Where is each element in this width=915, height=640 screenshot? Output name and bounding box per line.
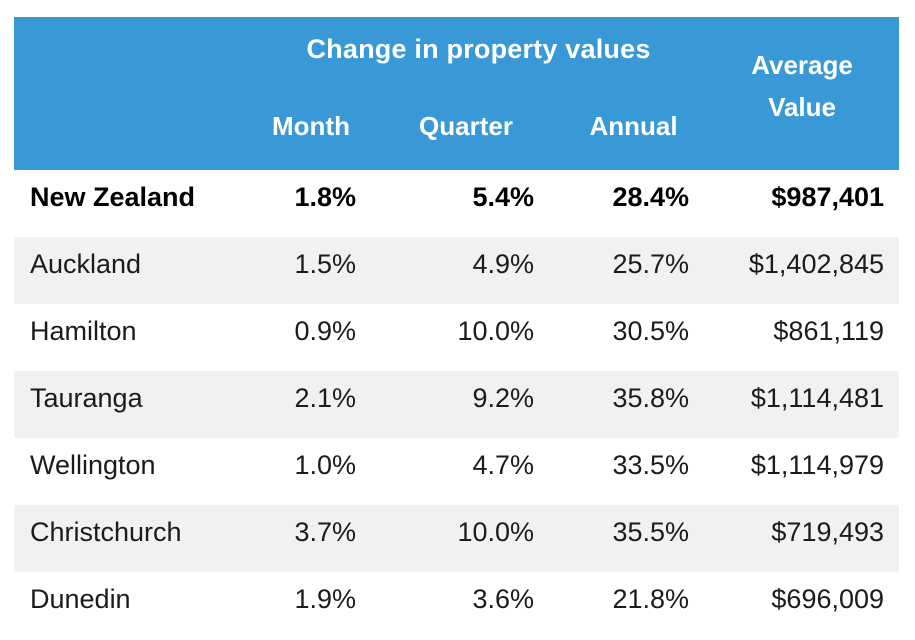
region-cell: Hamilton: [30, 315, 137, 346]
annual-cell: 35.8%: [612, 382, 690, 413]
annual-cell: 30.5%: [612, 315, 690, 346]
table-row-hamilton: Hamilton 0.9% 10.0% 30.5% $861,119: [14, 304, 900, 371]
header-group-title: Change in property values: [246, 17, 712, 91]
region-cell: Auckland: [30, 248, 142, 279]
table-header: Change in property values Average Value …: [14, 17, 900, 170]
property-values-table: Change in property values Average Value …: [14, 17, 900, 639]
quarter-cell: 10.0%: [457, 516, 534, 547]
header-average-value-line1: Average: [751, 49, 853, 80]
header-average-value-line2: Value: [768, 91, 836, 122]
average-value-cell: $1,114,481: [750, 382, 885, 413]
annual-cell: 28.4%: [612, 181, 690, 212]
month-cell: 0.9%: [294, 315, 356, 346]
table-body: New Zealand 1.8% 5.4% 28.4% $987,401 Auc…: [14, 170, 900, 639]
table-row-auckland: Auckland 1.5% 4.9% 25.7% $1,402,845: [14, 237, 900, 304]
average-value-cell: $861,119: [773, 315, 885, 346]
table-row-christchurch: Christchurch 3.7% 10.0% 35.5% $719,493: [14, 505, 900, 572]
quarter-cell: 3.6%: [472, 583, 534, 614]
table-row-dunedin: Dunedin 1.9% 3.6% 21.8% $696,009: [14, 572, 900, 639]
region-cell: Dunedin: [30, 583, 131, 614]
month-cell: 2.1%: [294, 382, 356, 413]
region-cell: Wellington: [30, 449, 156, 480]
header-month: Month: [246, 91, 376, 170]
average-value-cell: $696,009: [771, 583, 885, 614]
quarter-cell: 4.7%: [472, 449, 534, 480]
month-cell: 1.5%: [294, 248, 356, 279]
region-cell: Christchurch: [30, 516, 182, 547]
annual-cell: 21.8%: [612, 583, 690, 614]
month-cell: 1.0%: [294, 449, 356, 480]
quarter-cell: 5.4%: [472, 181, 534, 212]
month-cell: 1.8%: [294, 181, 356, 212]
quarter-cell: 9.2%: [472, 382, 534, 413]
annual-cell: 33.5%: [612, 449, 690, 480]
quarter-cell: 10.0%: [457, 315, 534, 346]
month-cell: 3.7%: [294, 516, 356, 547]
average-value-cell: $987,401: [771, 181, 885, 212]
table-row-wellington: Wellington 1.0% 4.7% 33.5% $1,114,979: [14, 438, 900, 505]
table-row-new-zealand: New Zealand 1.8% 5.4% 28.4% $987,401: [14, 170, 900, 237]
average-value-cell: $1,114,979: [750, 449, 885, 480]
region-cell: Tauranga: [30, 382, 143, 413]
property-values-table-container: Change in property values Average Value …: [14, 17, 900, 639]
table-row-tauranga: Tauranga 2.1% 9.2% 35.8% $1,114,481: [14, 371, 900, 438]
month-cell: 1.9%: [294, 583, 356, 614]
header-corner-cell: [14, 17, 246, 170]
annual-cell: 25.7%: [612, 248, 690, 279]
region-cell: New Zealand: [30, 181, 196, 212]
average-value-cell: $719,493: [771, 516, 885, 547]
quarter-cell: 4.9%: [472, 248, 534, 279]
header-quarter: Quarter: [376, 91, 556, 170]
header-average-value: Average Value: [711, 17, 900, 170]
average-value-cell: $1,402,845: [748, 248, 885, 279]
header-annual: Annual: [556, 91, 712, 170]
annual-cell: 35.5%: [612, 516, 690, 547]
